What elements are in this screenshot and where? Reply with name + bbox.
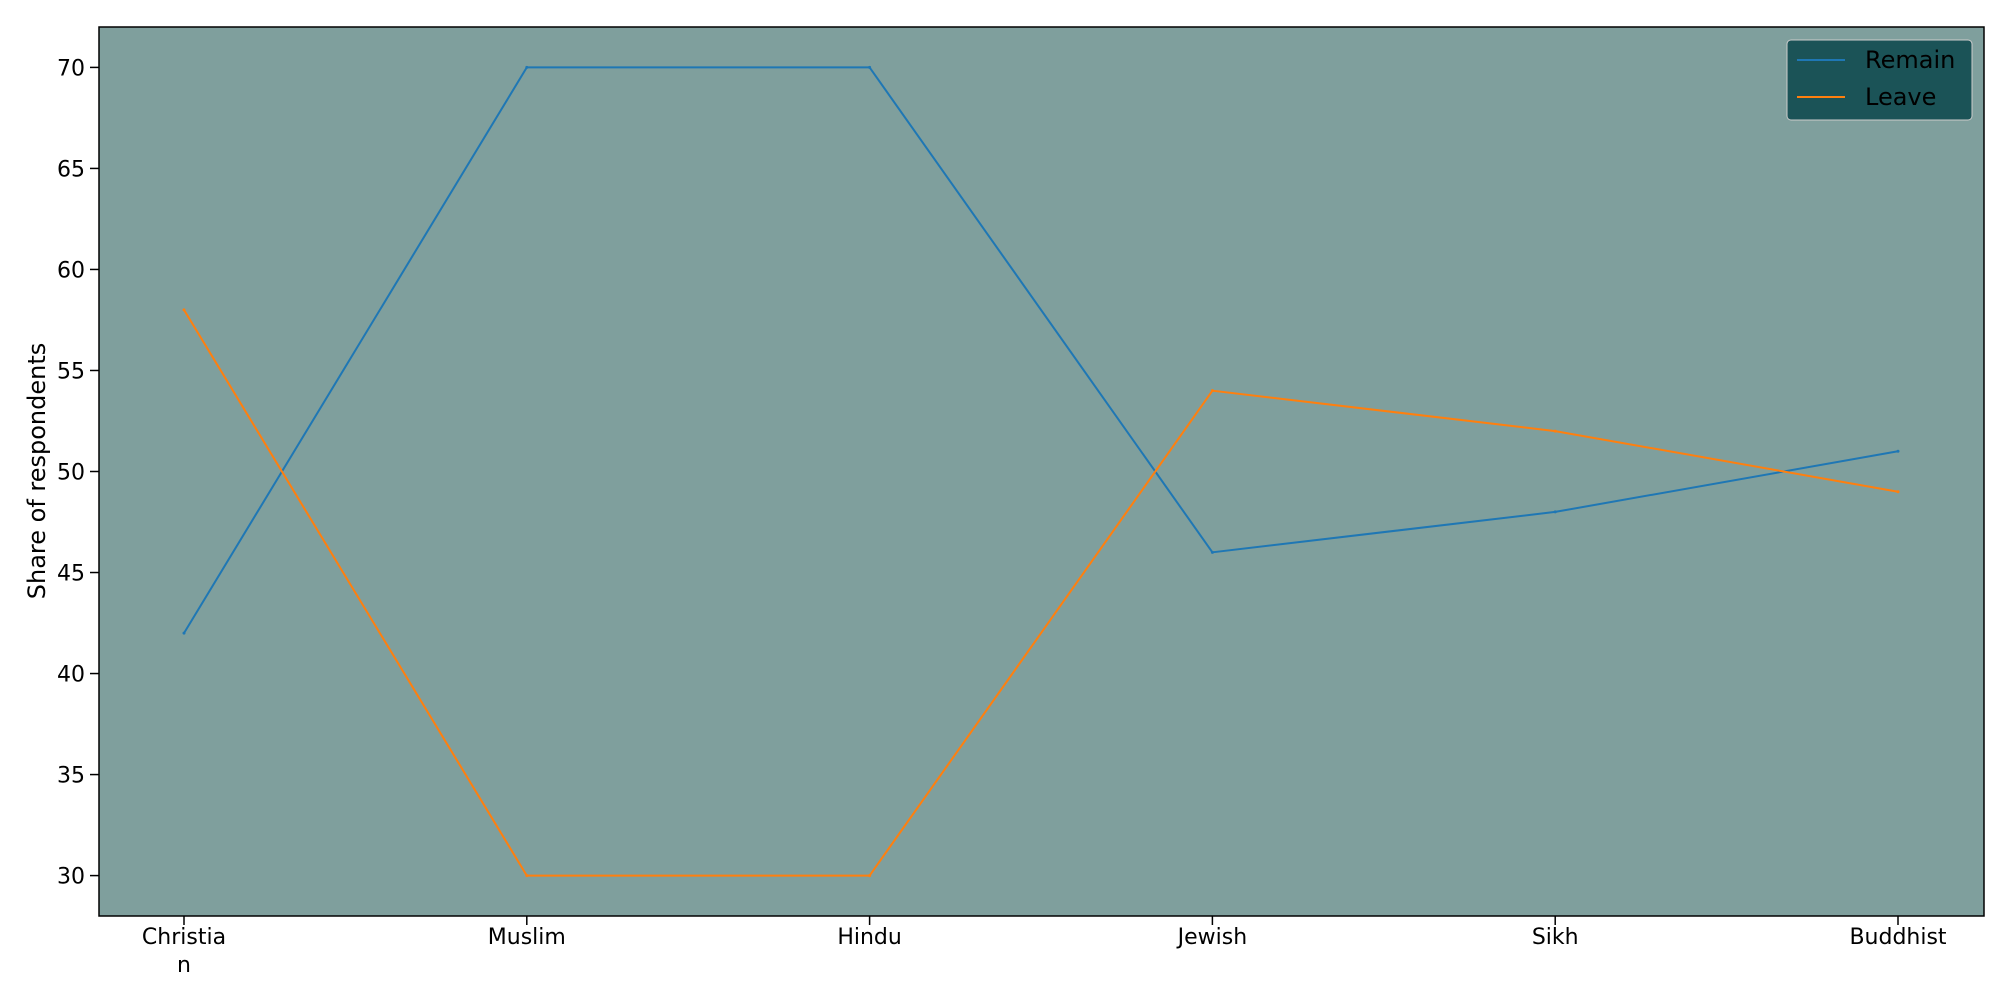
data-point-remain [1896, 449, 1900, 453]
data-point-remain [1553, 510, 1557, 514]
series-layer [182, 65, 1900, 878]
data-point-remain [182, 631, 186, 635]
data-point-remain [868, 65, 872, 69]
plot-area [98, 26, 1985, 917]
y-tick-label: 50 [57, 461, 85, 486]
y-axis-label: Share of respondents [23, 343, 51, 600]
y-tick-label: 55 [57, 359, 85, 384]
y-tick-label: 70 [57, 56, 85, 81]
x-tick-label: Sikh [1532, 925, 1579, 950]
data-point-leave [1553, 429, 1557, 433]
x-tick-label: Buddhist [1849, 925, 1946, 950]
x-tick-label: Hindu [837, 925, 902, 950]
data-point-remain [525, 65, 529, 69]
data-point-leave [868, 874, 872, 878]
x-tick-label: Christia n [142, 925, 226, 978]
series-line-remain [183, 66, 1899, 634]
y-tick-label: 35 [57, 764, 85, 789]
data-point-leave [182, 308, 186, 312]
y-tick-label: 30 [57, 865, 85, 890]
y-axis: 30 35 40 45 50 55 60 65 70 [57, 56, 99, 890]
x-tick-label: Muslim [488, 925, 566, 950]
y-tick-label: 60 [57, 258, 85, 283]
y-tick-label: 45 [57, 562, 85, 587]
x-tick-label: Jewish [1176, 925, 1248, 950]
y-tick-label: 65 [57, 157, 85, 182]
data-point-leave [1896, 490, 1900, 494]
data-point-leave [525, 874, 529, 878]
data-point-leave [1210, 389, 1214, 393]
data-point-remain [1210, 550, 1214, 554]
legend: Remain Leave [1786, 39, 1973, 121]
x-axis: Christia n Muslim Hindu Jewish Sikh Buddhist [142, 916, 1947, 978]
legend-label: Leave [1865, 83, 1936, 111]
legend-label: Remain [1865, 46, 1955, 74]
series-line-leave [183, 309, 1899, 877]
y-tick-label: 40 [57, 663, 85, 688]
